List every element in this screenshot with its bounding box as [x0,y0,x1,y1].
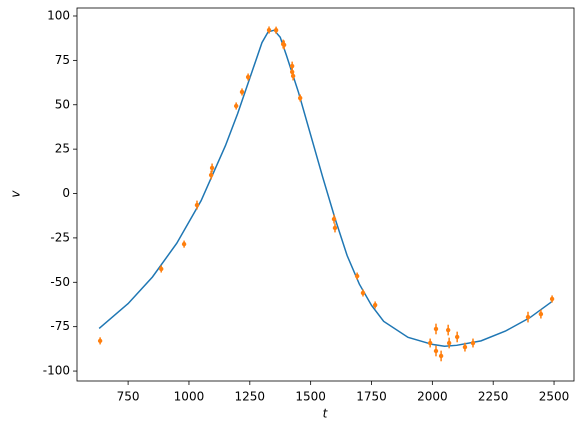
y-tick-label: -50 [50,275,70,289]
x-axis-label: t [323,407,329,421]
data-point [208,172,214,178]
data-point [297,95,303,101]
data-point [332,225,338,231]
x-tick-label: 1750 [356,390,387,404]
data-point [538,311,544,317]
x-tick-label: 2500 [539,390,570,404]
x-tick-label: 2000 [417,390,448,404]
y-tick-label: 100 [47,8,70,22]
y-axis-label: v [9,190,23,198]
y-tick-label: 25 [55,142,70,156]
data-point [159,266,164,272]
data-point [194,202,200,208]
x-tick-label: 750 [117,390,140,404]
data-point [427,340,433,346]
data-point [239,89,245,95]
data-point [462,344,468,350]
y-tick-label: 50 [55,97,70,111]
data-point [470,340,476,346]
data-point [281,42,287,48]
data-point [97,338,103,344]
x-tick-label: 1500 [295,390,326,404]
data-point [354,273,360,279]
data-point [245,74,251,80]
data-point [549,296,555,302]
y-tick-label: 75 [55,53,70,67]
y-tick-label: -75 [50,319,70,333]
data-point [372,302,378,308]
data-point [446,340,452,346]
x-tick-label: 2250 [478,390,509,404]
y-tick-label: 0 [62,186,70,200]
data-point [438,353,444,359]
data-point [290,73,296,79]
data-point [181,241,187,247]
data-point [266,27,272,33]
data-point [433,348,439,354]
x-tick-label: 1000 [174,390,205,404]
data-point [331,216,337,222]
data-point [273,27,279,33]
plot-frame [76,7,575,382]
data-point [433,326,439,332]
data-point [454,334,460,340]
data-point [525,314,531,320]
y-tick-label: -25 [50,230,70,244]
y-tick-label: -100 [43,364,70,378]
x-tick-label: 1250 [235,390,266,404]
data-point [445,327,451,333]
data-point [360,290,366,296]
data-point [209,165,215,171]
data-point [289,63,295,69]
data-point [233,103,239,109]
